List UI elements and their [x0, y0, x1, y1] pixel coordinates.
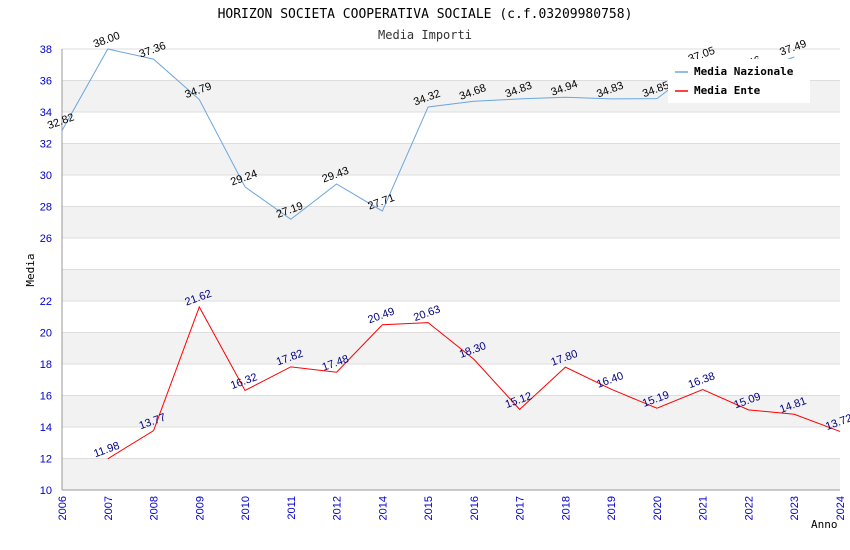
x-tick-label: 2022 [743, 496, 755, 520]
y-tick-label: 30 [40, 170, 52, 182]
data-label: 37.49 [778, 38, 808, 59]
gridlines [62, 48, 840, 491]
y-tick-label: 32 [40, 139, 52, 151]
y-tick-label: 12 [40, 454, 52, 466]
y-tick-label: 22 [40, 296, 52, 308]
x-tick-label: 2010 [240, 496, 252, 520]
x-tick-label: 2016 [469, 496, 481, 520]
data-label: 11.98 [92, 440, 121, 460]
y-tick-label: 36 [40, 76, 52, 88]
y-tick-label: 18 [40, 359, 52, 371]
x-tick-label: 2007 [103, 496, 115, 520]
x-tick-label: 2008 [149, 496, 161, 520]
y-tick-label: 16 [40, 391, 52, 403]
x-tick-label: 2019 [606, 496, 618, 520]
data-label: 20.63 [412, 303, 442, 324]
x-tick-labels: 2006 2007 2008 2009 2010 2011 2012 2014 2015 2016… [57, 496, 847, 520]
x-tick-label: 2012 [332, 496, 344, 520]
y-tick-label: 34 [40, 107, 52, 119]
x-axis-label: Anno [811, 518, 838, 531]
x-tick-label: 2015 [423, 496, 435, 520]
axes [61, 49, 840, 491]
x-tick-label: 2014 [377, 496, 389, 520]
x-tick-label: 2017 [515, 496, 527, 520]
x-tick-label: 2018 [560, 496, 572, 520]
y-tick-label: 28 [40, 202, 52, 214]
y-tick-label: 20 [40, 328, 52, 340]
legend-label-media-ente: Media Ente [694, 84, 761, 97]
legend: Media Nazionale Media Ente [668, 59, 810, 103]
legend-box [668, 59, 810, 103]
background-bands [62, 80, 840, 490]
x-tick-label: 2011 [286, 496, 298, 520]
y-axis-label: Media [24, 253, 37, 286]
chart-title: HORIZON SOCIETA COOPERATIVA SOCIALE (c.f… [218, 7, 633, 22]
data-label: 20.49 [366, 306, 396, 327]
data-label: 16.40 [595, 370, 625, 391]
y-tick-labels: 10 12 14 16 18 20 22 26 28 30 32 34 36 38 [40, 44, 52, 497]
x-tick-label: 2024 [835, 496, 847, 520]
legend-label-media-nazionale: Media Nazionale [694, 65, 794, 78]
grid-band [62, 395, 840, 427]
chart-subtitle: Media Importi [378, 28, 472, 42]
grid-band [62, 206, 840, 238]
data-label: 37.36 [138, 40, 168, 61]
series-line-media-ente [107, 305, 841, 460]
x-tick-label: 2021 [698, 496, 710, 520]
grid-band [62, 143, 840, 175]
grid-band [62, 269, 840, 301]
y-tick-label: 38 [40, 44, 52, 56]
grid-band [62, 332, 840, 364]
x-tick-label: 2023 [789, 496, 801, 520]
data-label: 38.00 [92, 30, 122, 51]
data-label: 16.38 [687, 370, 717, 391]
x-tick-label: 2020 [652, 496, 664, 520]
y-tick-label: 10 [40, 485, 52, 497]
x-tick-label: 2006 [57, 496, 69, 520]
x-tick-label: 2009 [194, 496, 206, 520]
y-tick-label: 26 [40, 233, 52, 245]
y-tick-label: 14 [40, 422, 52, 434]
grid-band [62, 458, 840, 490]
